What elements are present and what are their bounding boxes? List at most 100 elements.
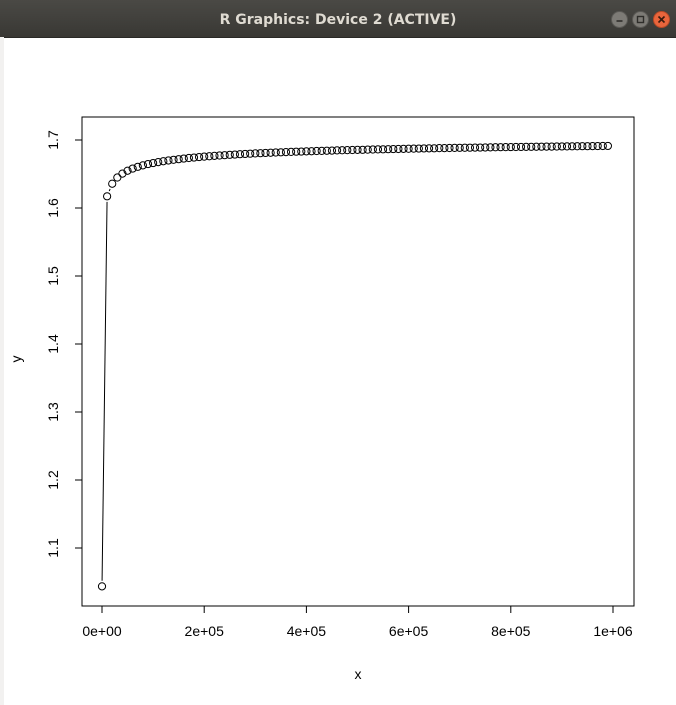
y-axis: 1.1 1.2 1.3 1.4 1.5 1.6 1.7 bbox=[45, 130, 83, 558]
data-point bbox=[491, 143, 500, 152]
y-tick-label: 1.6 bbox=[45, 198, 61, 218]
plot-box bbox=[81, 116, 635, 607]
series-segment bbox=[101, 201, 108, 581]
data-point bbox=[200, 152, 209, 161]
data-point bbox=[358, 145, 367, 154]
title-bar[interactable]: R Graphics: Device 2 (ACTIVE) bbox=[0, 0, 676, 38]
data-point bbox=[281, 148, 291, 157]
data-point bbox=[169, 155, 178, 164]
data-point bbox=[240, 149, 250, 159]
data-point bbox=[97, 582, 107, 591]
data-point bbox=[143, 159, 153, 169]
data-point bbox=[322, 146, 331, 155]
close-button[interactable] bbox=[653, 11, 670, 28]
x-tick-label: 8e+05 bbox=[491, 623, 531, 639]
x-tick-label: 0e+00 bbox=[82, 623, 122, 639]
data-point bbox=[138, 161, 147, 170]
data-point bbox=[286, 147, 296, 157]
data-point bbox=[276, 148, 285, 157]
data-point bbox=[103, 192, 112, 201]
data-point bbox=[128, 164, 137, 173]
data-point bbox=[159, 157, 168, 166]
data-point bbox=[332, 146, 342, 155]
data-point bbox=[189, 153, 199, 162]
data-point bbox=[414, 144, 423, 153]
y-tick-label: 1.1 bbox=[45, 538, 61, 558]
close-icon bbox=[657, 15, 666, 24]
data-point bbox=[297, 147, 306, 156]
data-point bbox=[215, 151, 224, 160]
data-point bbox=[210, 151, 219, 160]
maximize-icon bbox=[636, 15, 645, 24]
plot-canvas: 0e+00 2e+05 4e+05 6e+05 8e+05 1e+06 1.1 1.2 1.3… bbox=[8, 116, 635, 682]
data-point bbox=[327, 146, 337, 155]
data-point bbox=[399, 144, 408, 153]
data-point bbox=[113, 173, 122, 182]
data-point bbox=[562, 142, 572, 151]
data-point bbox=[593, 141, 602, 151]
data-point bbox=[583, 142, 592, 151]
y-tick-label: 1.3 bbox=[45, 402, 61, 422]
data-point bbox=[588, 142, 597, 151]
x-axis-label: x bbox=[355, 666, 362, 682]
maximize-button[interactable] bbox=[632, 11, 649, 28]
data-point bbox=[184, 153, 193, 163]
data-point bbox=[476, 143, 485, 152]
data-point bbox=[547, 142, 556, 151]
data-point bbox=[261, 148, 270, 158]
window-edge bbox=[0, 37, 4, 705]
y-tick-label: 1.2 bbox=[45, 470, 61, 490]
x-tick-label: 2e+05 bbox=[185, 623, 225, 639]
data-point bbox=[455, 143, 464, 152]
data-point bbox=[532, 142, 541, 151]
data-point bbox=[149, 158, 158, 168]
data-point bbox=[338, 146, 347, 155]
series-line bbox=[101, 188, 111, 581]
y-tick-label: 1.5 bbox=[45, 266, 61, 286]
data-point bbox=[312, 146, 321, 156]
data-point bbox=[194, 152, 204, 162]
data-point bbox=[230, 150, 239, 159]
data-point bbox=[378, 145, 388, 154]
data-point bbox=[430, 144, 439, 153]
data-point bbox=[384, 145, 393, 154]
data-point bbox=[450, 143, 459, 152]
data-point bbox=[256, 149, 265, 158]
data-point bbox=[363, 145, 372, 154]
data-point bbox=[557, 142, 567, 151]
data-point bbox=[307, 147, 316, 156]
data-point bbox=[486, 143, 495, 152]
data-point bbox=[465, 143, 475, 152]
data-point bbox=[568, 142, 577, 151]
x-tick-label: 4e+05 bbox=[287, 623, 327, 639]
data-point bbox=[527, 142, 536, 151]
data-point bbox=[460, 143, 469, 152]
data-point bbox=[246, 149, 255, 158]
data-point bbox=[496, 143, 505, 152]
minimize-icon bbox=[616, 20, 623, 22]
data-point bbox=[573, 142, 582, 151]
data-point bbox=[511, 142, 521, 152]
data-point bbox=[542, 142, 551, 151]
series-points bbox=[97, 141, 612, 591]
data-point bbox=[470, 143, 480, 152]
series-segment bbox=[108, 188, 111, 192]
data-point bbox=[419, 144, 429, 153]
data-point bbox=[445, 143, 454, 153]
data-point bbox=[368, 145, 377, 154]
data-point bbox=[424, 144, 434, 153]
data-point bbox=[205, 152, 214, 161]
data-point bbox=[435, 144, 444, 153]
data-point bbox=[501, 143, 510, 152]
data-point bbox=[292, 147, 301, 156]
data-point bbox=[598, 141, 607, 151]
data-point bbox=[343, 146, 352, 155]
minimize-button[interactable] bbox=[611, 11, 628, 28]
data-point bbox=[164, 156, 173, 165]
data-point bbox=[271, 148, 280, 157]
window-controls bbox=[611, 11, 670, 29]
data-point bbox=[409, 144, 418, 153]
data-point bbox=[220, 151, 229, 160]
data-point bbox=[179, 154, 188, 163]
